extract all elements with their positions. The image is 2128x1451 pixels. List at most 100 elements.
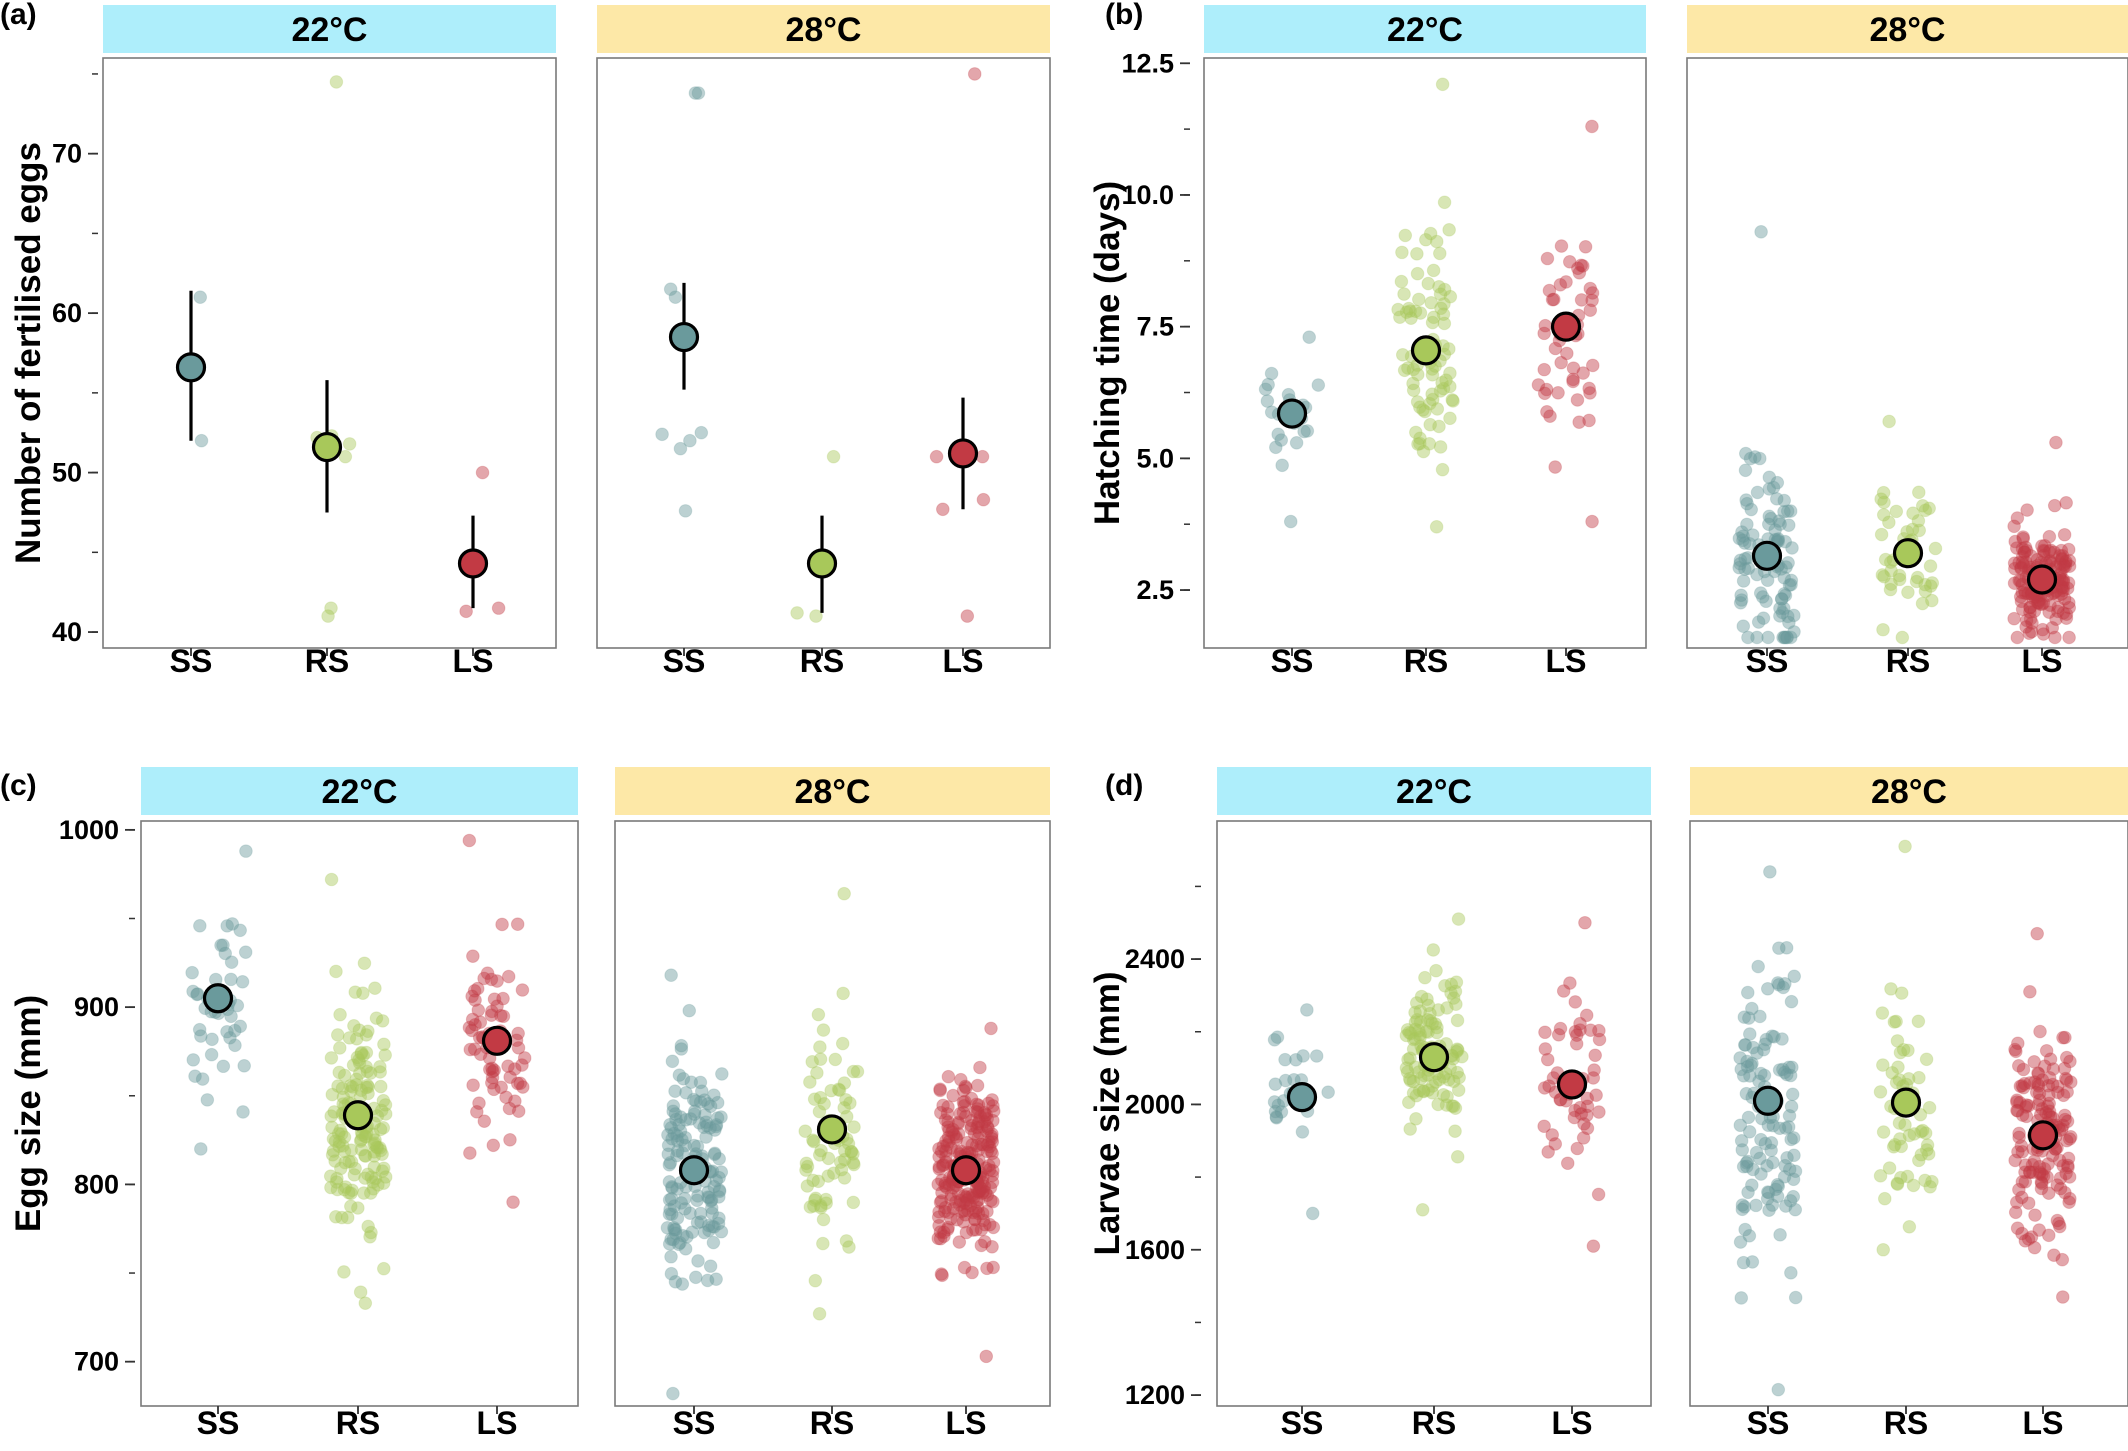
mean-marker-SS	[1286, 1082, 1318, 1113]
data-point-RS	[347, 1168, 362, 1182]
data-point-SS	[200, 1093, 215, 1107]
data-point-RS	[329, 1210, 343, 1224]
data-point-RS	[344, 1143, 359, 1158]
data-point-RS	[344, 1155, 359, 1169]
data-point-SS	[1733, 595, 1748, 610]
data-point-RS	[1920, 1138, 1935, 1152]
data-point-RS	[348, 985, 363, 999]
data-point-RS	[356, 986, 370, 1000]
data-point-SS	[1736, 1068, 1751, 1083]
data-point-SS	[690, 1139, 705, 1154]
mean-marker-SS	[678, 1155, 710, 1186]
data-point-RS	[1442, 342, 1456, 356]
data-point-RS	[1923, 1179, 1937, 1194]
data-point-LS	[1551, 1028, 1566, 1042]
data-point-LS	[934, 1105, 948, 1120]
data-point-RS	[1918, 503, 1933, 518]
data-point-SS	[1781, 609, 1795, 624]
data-point-LS	[2050, 1079, 2065, 1094]
data-point-RS	[806, 1173, 820, 1188]
data-point-SS	[705, 1206, 720, 1221]
data-point-SS	[1740, 496, 1754, 511]
data-point-SS	[707, 1146, 722, 1161]
data-point-LS	[2061, 1160, 2075, 1175]
data-point-RS	[800, 1159, 815, 1174]
data-point-SS	[662, 1207, 677, 1222]
x-tick-label: RS	[810, 1405, 854, 1441]
data-point-LS	[1576, 259, 1590, 273]
data-point-LS	[2018, 586, 2033, 601]
data-point-RS	[369, 1140, 384, 1154]
data-point-SS	[1741, 630, 1755, 645]
data-point-RS	[1921, 1147, 1936, 1161]
data-point-LS	[971, 1185, 986, 1199]
data-point-LS	[942, 1134, 956, 1149]
data-point-LS	[1586, 1071, 1601, 1085]
data-point-LS	[2019, 1100, 2033, 1114]
data-point-LS	[515, 983, 530, 997]
data-point-LS	[506, 1195, 520, 1209]
data-point-RS	[331, 1126, 346, 1141]
data-point-RS	[1406, 362, 1421, 377]
data-point-LS	[975, 1119, 989, 1134]
data-point-LS	[2035, 597, 2049, 612]
data-point-SS	[1765, 1198, 1780, 1212]
data-point-SS	[665, 1132, 679, 1146]
data-point-RS	[832, 1083, 847, 1097]
data-point-RS	[359, 1130, 373, 1144]
data-point-SS	[704, 1194, 718, 1208]
data-point-RS	[1421, 276, 1436, 291]
data-point-SS	[1743, 451, 1758, 466]
data-point-LS	[2063, 1054, 2077, 1069]
data-point-SS	[1754, 1167, 1768, 1181]
mean-marker-LS	[2026, 564, 2058, 595]
data-point-SS	[674, 1038, 689, 1053]
data-point-SS	[1746, 1162, 1760, 1177]
data-point-RS	[324, 1109, 338, 1123]
data-point-RS	[1408, 1031, 1422, 1046]
data-point-RS	[1889, 1075, 1904, 1090]
data-point-RS	[805, 1054, 820, 1069]
data-point-SS	[1766, 480, 1781, 495]
data-point-RS	[357, 1186, 371, 1200]
data-point-RS	[1436, 1070, 1451, 1084]
data-point-LS	[933, 1231, 948, 1246]
data-point-SS	[1751, 615, 1766, 629]
data-point-LS	[2010, 1103, 2024, 1118]
y-tick-label: 2.5	[1136, 575, 1174, 605]
data-point-SS	[1777, 1065, 1792, 1080]
data-point-SS	[194, 1029, 208, 1043]
data-point-RS	[1430, 402, 1445, 416]
data-point-SS	[1774, 592, 1789, 606]
data-point-SS	[1268, 1104, 1283, 1119]
data-point-LS	[1568, 995, 1583, 1009]
data-point-RS	[836, 986, 850, 1001]
data-point-SS	[1737, 1010, 1752, 1024]
data-point-SS	[668, 290, 683, 304]
data-point-RS	[1875, 568, 1890, 582]
data-point-SS	[662, 1175, 677, 1189]
data-point-RS	[1430, 1020, 1444, 1035]
data-point-LS	[951, 1127, 966, 1141]
data-point-SS	[707, 1179, 721, 1194]
data-point-SS	[235, 974, 250, 989]
data-point-LS	[2055, 549, 2070, 563]
data-point-LS	[485, 1004, 499, 1019]
data-point-LS	[937, 1204, 952, 1219]
data-point-LS	[1537, 1119, 1551, 1134]
data-point-LS	[969, 1194, 984, 1209]
data-point-LS	[986, 1194, 1000, 1209]
data-point-LS	[2053, 1181, 2068, 1196]
data-point-LS	[984, 1129, 999, 1144]
data-point-LS	[484, 1008, 499, 1022]
data-point-LS	[2019, 1098, 2034, 1112]
data-point-RS	[1406, 1032, 1421, 1047]
data-point-RS	[1432, 1072, 1447, 1087]
data-point-SS	[1261, 377, 1275, 392]
data-point-SS	[1733, 556, 1747, 571]
data-point-LS	[465, 989, 479, 1004]
data-point-RS	[1895, 630, 1910, 645]
data-point-LS	[951, 1186, 966, 1200]
data-point-LS	[968, 1104, 983, 1119]
data-point-SS	[1735, 525, 1749, 539]
